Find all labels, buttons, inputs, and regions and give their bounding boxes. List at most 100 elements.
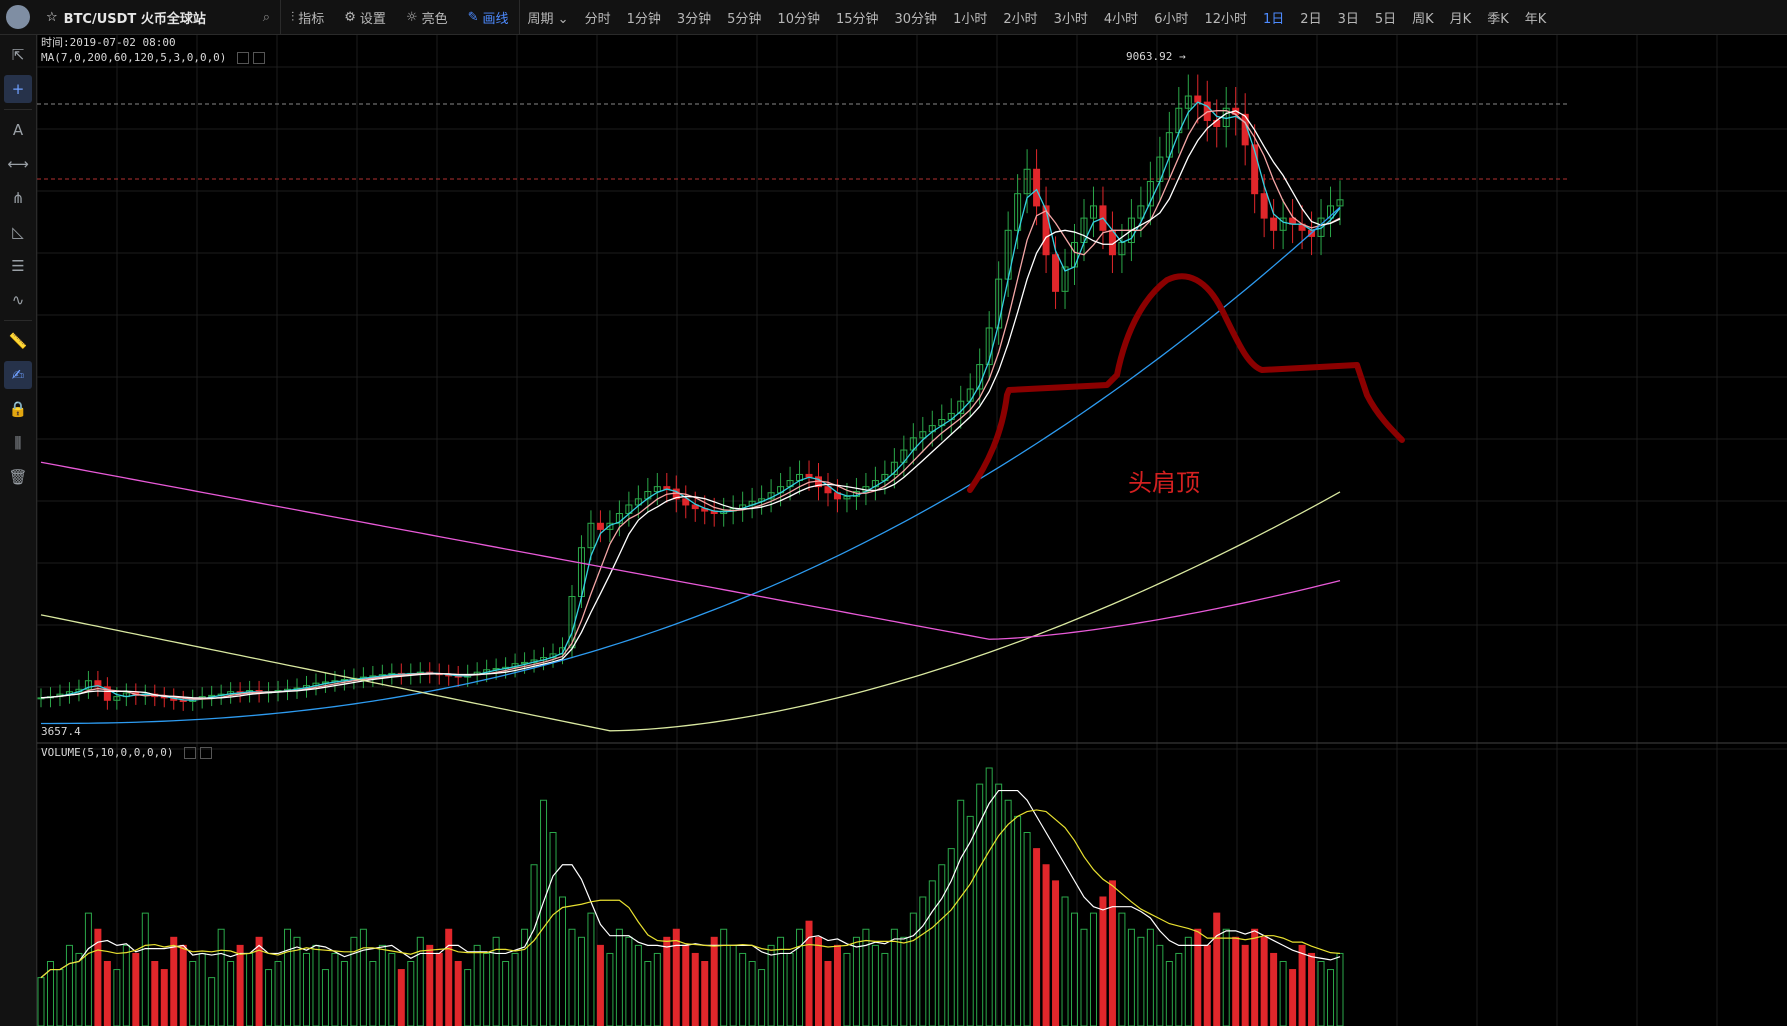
volume-bar xyxy=(426,944,434,1026)
triangle-icon[interactable]: ◺ xyxy=(12,223,24,241)
period-2[interactable]: 1分钟 xyxy=(626,11,661,27)
period-4[interactable]: 5分钟 xyxy=(727,11,762,27)
toolbar-gear-button[interactable]: ⚙ 设置 xyxy=(334,0,396,34)
period-9[interactable]: 2小时 xyxy=(1003,11,1038,27)
ma-line-white xyxy=(40,110,1341,699)
period-17[interactable]: 5日 xyxy=(1374,11,1397,27)
period-3[interactable]: 3分钟 xyxy=(676,11,712,27)
close-icon[interactable] xyxy=(200,747,213,759)
volume-bar xyxy=(246,952,254,1026)
period-14[interactable]: 1日 xyxy=(1263,11,1285,27)
period-13[interactable]: 12小时 xyxy=(1204,11,1248,27)
period-6[interactable]: 15分钟 xyxy=(835,11,879,27)
settings-icon[interactable] xyxy=(184,747,197,759)
cursor-icon[interactable]: ⇱ xyxy=(11,46,25,64)
star-icon[interactable]: ☆ xyxy=(46,9,58,25)
wave-icon[interactable]: ∿ xyxy=(11,291,25,309)
toolbar-label: 画线 xyxy=(482,11,509,27)
candle xyxy=(103,686,111,701)
period-10[interactable]: 3小时 xyxy=(1053,11,1088,27)
period-8[interactable]: 1小时 xyxy=(953,11,988,27)
volume-bar xyxy=(758,969,766,1026)
period-18[interactable]: 周K xyxy=(1412,11,1434,27)
period-21[interactable]: 年K xyxy=(1524,11,1547,27)
volume-bar xyxy=(492,936,500,1026)
brush-icon[interactable]: ✍ xyxy=(4,361,32,389)
candle xyxy=(1061,266,1069,292)
high-price-label: 9063.92 → xyxy=(1126,50,1186,63)
period-5[interactable]: 10分钟 xyxy=(777,11,820,27)
period-11[interactable]: 4小时 xyxy=(1103,11,1139,27)
period-12[interactable]: 6小时 xyxy=(1154,11,1189,27)
volume-bar xyxy=(141,912,149,1026)
period-20[interactable]: 季K xyxy=(1487,11,1509,27)
fork-icon[interactable]: ⋔ xyxy=(11,189,25,207)
magnet-icon[interactable]: ⫼ xyxy=(14,434,22,452)
volume-bar xyxy=(464,969,472,1026)
period-0[interactable]: 周期 ⌄ xyxy=(527,11,569,27)
period-7[interactable]: 30分钟 xyxy=(894,11,938,27)
head-shoulders-drawing xyxy=(967,273,1405,493)
volume-bar xyxy=(217,928,225,1026)
volume-bar xyxy=(1052,880,1060,1026)
volume-bar xyxy=(1260,936,1268,1026)
volume-bar xyxy=(132,952,140,1026)
volume-bar xyxy=(483,952,491,1026)
candle xyxy=(615,513,623,524)
ma-line-magenta xyxy=(40,461,1341,640)
lock-icon[interactable]: 🔒 xyxy=(8,400,28,418)
toolbar-label: 指标 xyxy=(298,11,325,27)
volume-bar xyxy=(1289,969,1297,1026)
volume-bar xyxy=(1089,912,1097,1026)
volume-bar xyxy=(634,944,642,1026)
close-icon[interactable] xyxy=(253,52,266,64)
candle xyxy=(1052,254,1060,292)
volume-bar xyxy=(435,952,443,1026)
toolbar-sun-button[interactable]: ☼ 亮色 xyxy=(396,0,458,34)
volume-bar xyxy=(340,961,348,1026)
text-icon[interactable]: A xyxy=(12,121,24,139)
ruler-icon[interactable]: 📏 xyxy=(8,332,28,350)
candle xyxy=(1327,205,1335,219)
volume-bar xyxy=(302,952,310,1026)
volume-bar xyxy=(587,912,595,1026)
volume-bar xyxy=(265,969,273,1026)
line-icon[interactable]: ⟷ xyxy=(7,155,29,173)
toolbar-indicator-button[interactable]: ⫶ 指标 xyxy=(281,0,334,34)
candle xyxy=(94,680,102,688)
volume-bar xyxy=(407,961,415,1026)
candle xyxy=(919,431,927,439)
period-15[interactable]: 2日 xyxy=(1300,11,1322,27)
volume-bar xyxy=(331,952,339,1026)
ma-line-blue xyxy=(40,206,1341,725)
candle xyxy=(1184,95,1192,109)
candle xyxy=(1089,205,1097,219)
period-1[interactable]: 分时 xyxy=(584,11,611,27)
volume-bar xyxy=(1308,952,1316,1026)
settings-icon[interactable] xyxy=(237,52,250,64)
period-16[interactable]: 3日 xyxy=(1337,11,1359,27)
trash-icon[interactable]: 🗑 xyxy=(8,468,28,486)
pair-selector[interactable]: ☆ BTC/USDT 火币全球站 ⌕ xyxy=(36,0,281,34)
search-icon[interactable]: ⌕ xyxy=(262,9,270,25)
parallel-icon[interactable]: ☰ xyxy=(11,257,25,275)
ma-indicator-label: MA(7,0,200,60,120,5,3,0,0,0) xyxy=(41,51,227,64)
volume-bar xyxy=(170,936,178,1026)
volume-bar xyxy=(1317,961,1325,1026)
volume-bar xyxy=(236,944,244,1026)
candle xyxy=(1251,144,1259,195)
toolbar-pencil-button[interactable]: ✎ 画线 xyxy=(458,0,519,34)
volume-bar xyxy=(274,961,282,1026)
price-chart[interactable] xyxy=(37,35,1787,1026)
candle xyxy=(1033,168,1041,207)
volume-bar xyxy=(65,944,73,1026)
volume-bar xyxy=(682,944,690,1026)
period-19[interactable]: 月K xyxy=(1449,11,1472,27)
volume-bar xyxy=(189,961,197,1026)
volume-bar xyxy=(748,961,756,1026)
volume-bar xyxy=(966,815,974,1026)
pair-title: BTC/USDT 火币全球站 xyxy=(63,11,206,27)
volume-bar xyxy=(160,969,168,1026)
crosshair-icon[interactable]: + xyxy=(4,75,32,103)
candle xyxy=(1279,217,1287,231)
